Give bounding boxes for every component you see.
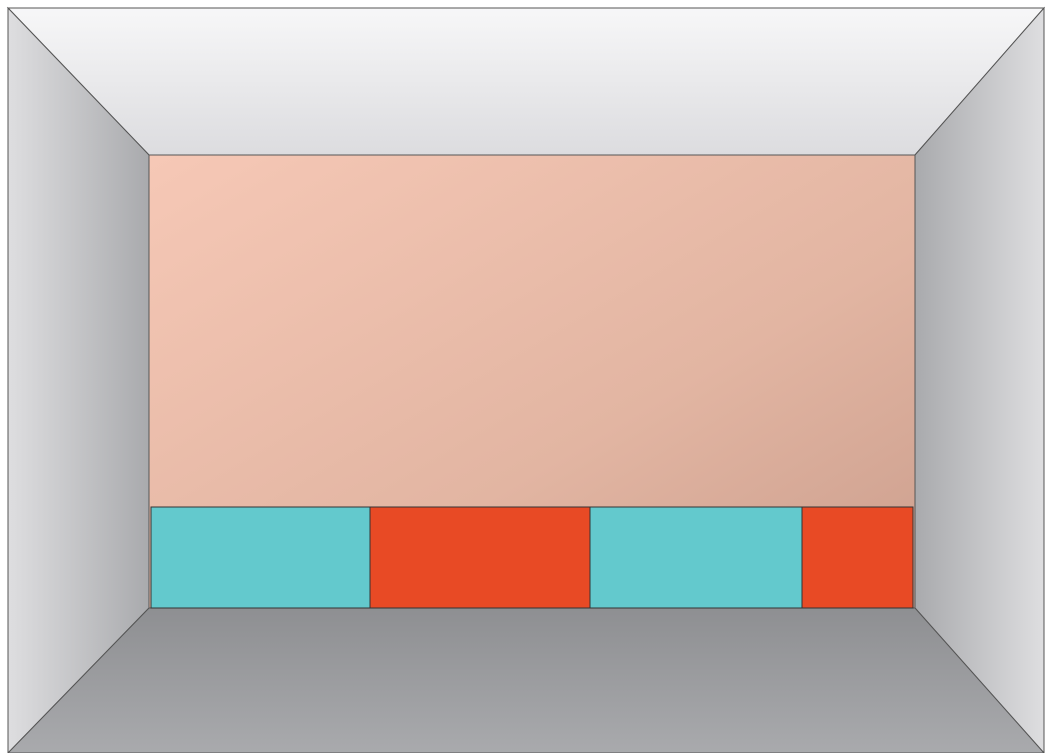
cabinet: [801, 506, 914, 609]
cabinet: [150, 506, 371, 609]
cabinet: [589, 506, 803, 609]
floor: [7, 607, 1045, 753]
cabinet: [369, 506, 591, 609]
ceiling: [6, 7, 1046, 156]
